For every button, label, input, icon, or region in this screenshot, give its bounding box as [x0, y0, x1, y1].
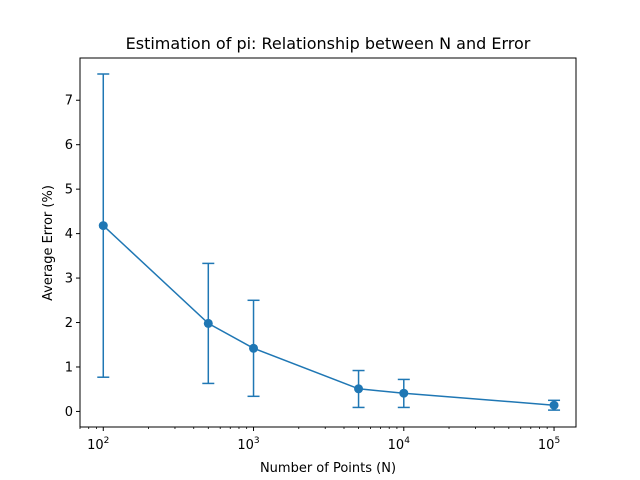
- y-axis: 0 1 2 3 4 5 6 7: [65, 94, 80, 420]
- data-point: [249, 343, 259, 353]
- data-point: [399, 388, 409, 398]
- x-axis-label: Number of Points (N): [260, 461, 396, 476]
- y-tick-label: 6: [65, 138, 73, 153]
- x-tick-label: 104: [388, 436, 411, 453]
- data-point: [549, 400, 559, 410]
- y-tick-label: 2: [65, 316, 73, 331]
- x-tick-label: 102: [87, 436, 109, 453]
- y-tick-label: 4: [65, 227, 73, 242]
- chart-title: Estimation of pi: Relationship between N…: [126, 34, 531, 53]
- data-point: [203, 318, 213, 328]
- x-tick-label: 105: [538, 436, 560, 453]
- y-tick-label: 0: [65, 405, 73, 420]
- x-axis: 102 103 104 105: [79, 427, 560, 453]
- data-point: [98, 221, 108, 231]
- y-tick-label: 5: [65, 183, 73, 198]
- data-point: [354, 384, 364, 394]
- y-tick-label: 3: [65, 272, 73, 287]
- x-tick-label: 103: [237, 436, 259, 453]
- series-layer: [97, 73, 561, 411]
- y-tick-label: 7: [65, 94, 73, 109]
- y-axis-label: Average Error (%): [41, 185, 56, 301]
- y-tick-label: 1: [65, 360, 73, 375]
- plot-frame: [79, 57, 577, 428]
- series-line: [102, 225, 555, 406]
